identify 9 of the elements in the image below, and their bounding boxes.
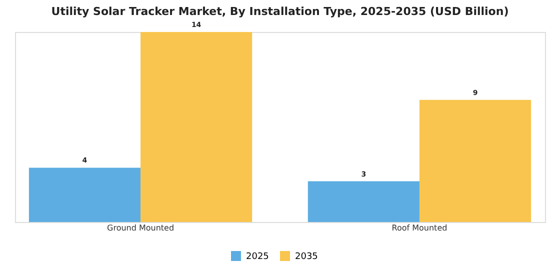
legend-label: 2035	[295, 252, 318, 262]
bar	[140, 32, 252, 222]
x-tick-label: Roof Mounted	[392, 224, 448, 232]
bar	[308, 181, 420, 222]
bar	[28, 168, 141, 222]
chart-title: Utility Solar Tracker Market, By Installation Type, 2025-2035 (USD Billion)	[51, 5, 509, 18]
bar	[419, 100, 532, 222]
x-tick-label: Ground Mounted	[107, 224, 174, 232]
legend-label: 2025	[246, 252, 269, 262]
